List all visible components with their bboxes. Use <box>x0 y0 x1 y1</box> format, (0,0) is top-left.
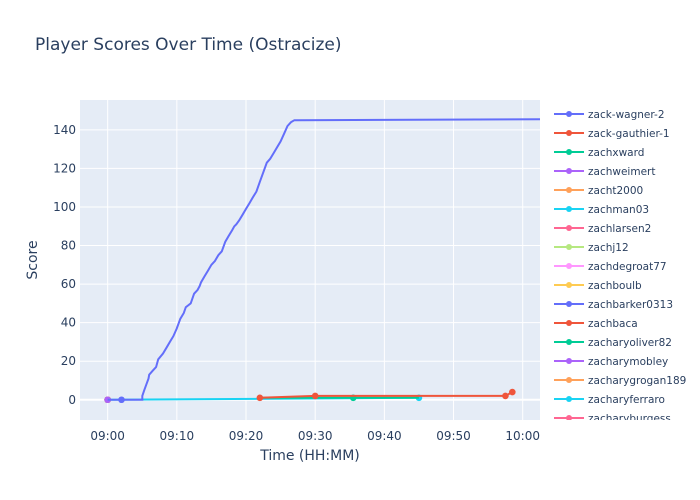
series-line-zack-wagner-2 <box>107 118 540 401</box>
legend-label: zack-wagner-2 <box>588 109 665 121</box>
data-point-zack-gauthier-1 <box>509 388 516 396</box>
legend-item[interactable]: zachxward <box>554 147 644 159</box>
y-tick-label: 140 <box>53 123 76 137</box>
data-point-zachweimert <box>104 396 111 404</box>
legend-item[interactable]: zack-gauthier-1 <box>554 128 670 140</box>
x-tick-label: 09:10 <box>160 429 195 443</box>
legend-label: zacharyburgess <box>588 413 671 425</box>
legend-item[interactable]: zachlarsen2 <box>554 223 651 235</box>
legend-marker-swatch <box>566 377 572 383</box>
legend-item[interactable]: zachweimert <box>554 166 655 178</box>
legend-item[interactable]: zacharygrogan189 <box>554 375 686 387</box>
legend-marker-swatch <box>566 396 572 402</box>
y-tick-label: 0 <box>68 393 76 407</box>
legend-item[interactable]: zachj12 <box>554 242 629 254</box>
y-tick-label: 120 <box>53 161 76 175</box>
data-point-zack-gauthier-1 <box>502 392 509 400</box>
y-tick-label: 40 <box>61 316 76 330</box>
y-tick-label: 20 <box>61 354 76 368</box>
legend-item[interactable]: zacharymobley <box>554 356 668 368</box>
y-tick-label: 80 <box>61 239 76 253</box>
legend-item[interactable]: zachbaca <box>554 318 638 330</box>
chart-title: Player Scores Over Time (Ostracize) <box>35 35 342 55</box>
data-point-zack-gauthier-1 <box>256 394 264 402</box>
legend-marker-swatch <box>566 358 572 364</box>
data-point-zack-wagner-2 <box>118 396 125 404</box>
legend-marker-swatch <box>566 130 572 136</box>
legend-marker-swatch <box>566 301 572 307</box>
legend-label: zacht2000 <box>588 185 643 197</box>
y-axis-label: Score <box>25 240 41 279</box>
legend-marker-swatch <box>566 282 572 288</box>
x-tick-label: 09:00 <box>90 429 125 443</box>
legend-label: zack-gauthier-1 <box>588 128 670 140</box>
legend-label: zacharyferraro <box>588 394 665 406</box>
data-point-zack-gauthier-1 <box>311 392 319 400</box>
legend-marker-swatch <box>566 263 572 269</box>
legend-marker-swatch <box>566 225 572 231</box>
legend-item[interactable]: zachman03 <box>554 204 649 216</box>
axis-ticks: 09:00 09:10 09:20 09:30 09:40 09:50 10:00 0 20 40… <box>53 123 540 443</box>
y-tick-label: 100 <box>53 200 76 214</box>
legend-label: zacharymobley <box>588 356 668 368</box>
legend-item[interactable]: zacht2000 <box>554 185 643 197</box>
legend-item[interactable]: zacharyburgess <box>554 413 671 425</box>
legend-marker-swatch <box>566 415 572 420</box>
x-axis-label: Time (HH:MM) <box>259 448 360 464</box>
legend-label: zachweimert <box>588 166 655 178</box>
legend-marker-swatch <box>566 168 572 174</box>
legend-item[interactable]: zacharyferraro <box>554 394 665 406</box>
legend-label: zachboulb <box>588 280 642 292</box>
legend-item[interactable]: zachboulb <box>554 280 642 292</box>
legend-label: zacharyoliver82 <box>588 337 672 349</box>
legend-label: zachlarsen2 <box>588 223 651 235</box>
legend-marker-swatch <box>566 244 572 250</box>
legend-marker-swatch <box>566 187 572 193</box>
legend-label: zachbaca <box>588 318 638 330</box>
legend-marker-swatch <box>566 111 572 117</box>
series-lines <box>104 118 540 404</box>
y-tick-label: 60 <box>61 277 76 291</box>
legend-label: zachj12 <box>588 242 629 254</box>
legend-marker-swatch <box>566 320 572 326</box>
legend-item[interactable]: zachdegroat77 <box>554 261 667 273</box>
x-tick-label: 10:00 <box>505 429 540 443</box>
legend-label: zacharygrogan189 <box>588 375 686 387</box>
series-line-zack-gauthier-1 <box>259 391 513 399</box>
legend-marker-swatch <box>566 206 572 212</box>
legend-item[interactable]: zack-wagner-2 <box>554 109 665 121</box>
x-tick-label: 09:30 <box>298 429 333 443</box>
x-tick-label: 09:40 <box>367 429 402 443</box>
legend-label: zachman03 <box>588 204 649 216</box>
legend-item[interactable]: zachbarker0313 <box>554 299 673 311</box>
legend[interactable]: zack-wagner-2 zack-gauthier-1 zachxward zac… <box>554 109 686 425</box>
legend-marker-swatch <box>566 339 572 345</box>
legend-item[interactable]: zacharyoliver82 <box>554 337 672 349</box>
grid-lines <box>80 100 540 420</box>
legend-marker-swatch <box>566 149 572 155</box>
legend-label: zachxward <box>588 147 644 159</box>
x-tick-label: 09:20 <box>229 429 264 443</box>
legend-label: zachbarker0313 <box>588 299 673 311</box>
x-tick-label: 09:50 <box>436 429 471 443</box>
plot-area <box>80 100 540 420</box>
legend-label: zachdegroat77 <box>588 261 667 273</box>
